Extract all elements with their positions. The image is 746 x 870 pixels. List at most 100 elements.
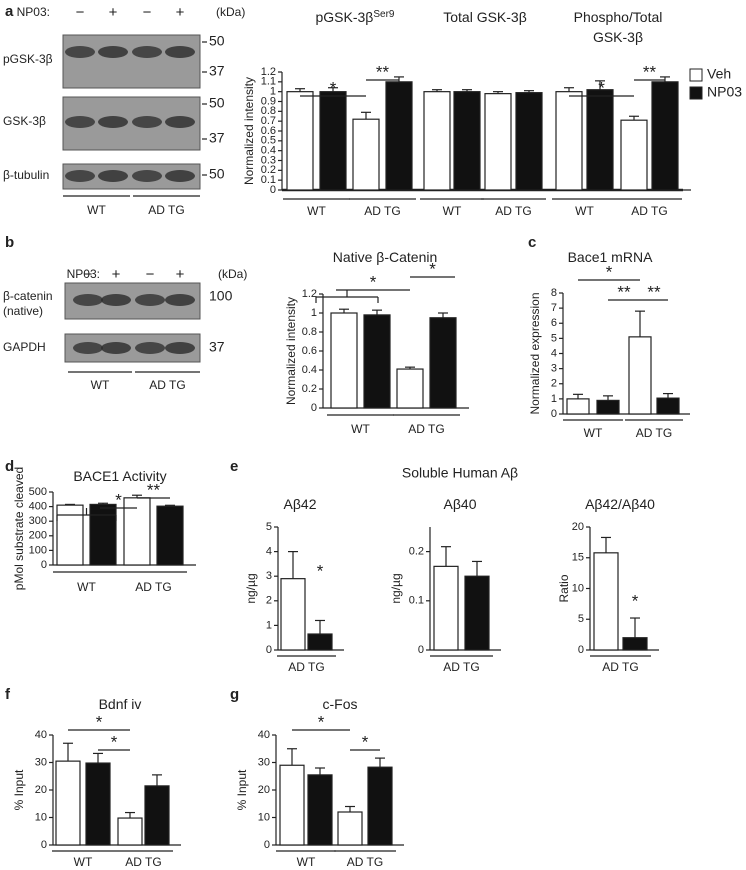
x-tick-label: WT xyxy=(77,580,96,594)
y-tick-label: 20 xyxy=(572,521,584,533)
legend-swatch xyxy=(689,86,703,100)
y-tick-label: 0 xyxy=(41,559,47,571)
y-tick-label: 0 xyxy=(270,184,276,196)
y-tick-label: 0.5 xyxy=(261,135,276,147)
bar xyxy=(385,81,413,191)
y-tick-label: 0 xyxy=(311,402,317,414)
panel-letter: f xyxy=(5,686,11,703)
y-tick-label: 500 xyxy=(29,486,47,498)
x-tick-label: WT xyxy=(307,204,326,218)
y-tick-label: 1 xyxy=(270,86,276,98)
panel-letter: e xyxy=(230,458,238,475)
y-axis-label: Ratio xyxy=(557,574,571,602)
bar xyxy=(593,552,619,651)
y-tick-label: 7 xyxy=(551,302,557,314)
band xyxy=(73,342,103,354)
sig-label: * xyxy=(362,732,369,751)
title-line: Total GSK-3β xyxy=(443,9,527,25)
title-line: Native β-Catenin xyxy=(333,249,438,265)
panel-letter: c xyxy=(528,234,536,251)
y-axis-label: pMol substrate cleaved xyxy=(12,467,26,590)
band xyxy=(165,170,195,182)
y-axis-label: ng/µg xyxy=(244,573,258,603)
legend-label: NP03 xyxy=(707,84,742,100)
x-tick-label: WT xyxy=(351,422,370,436)
lane-label: − xyxy=(76,4,85,21)
title-line: Aβ42 xyxy=(284,496,317,512)
sig-label: ** xyxy=(647,282,661,301)
group-label: AD TG xyxy=(149,378,185,392)
y-tick-label: 0.6 xyxy=(261,125,276,137)
bar xyxy=(484,93,512,191)
y-axis-label: % Input xyxy=(12,769,26,810)
title-line: Bdnf iv xyxy=(99,696,142,712)
band xyxy=(132,116,162,128)
y-tick-label: 0 xyxy=(418,644,424,656)
y-tick-label: 5 xyxy=(266,521,272,533)
x-tick-label: WT xyxy=(297,855,316,869)
y-tick-label: 0.4 xyxy=(261,145,276,157)
y-tick-label: 1.2 xyxy=(261,66,276,78)
bar xyxy=(453,91,481,191)
sig-label: * xyxy=(370,272,377,291)
y-tick-label: 1 xyxy=(551,393,557,405)
y-tick-label: 0.9 xyxy=(261,95,276,107)
band xyxy=(101,294,131,306)
y-tick-label: 1 xyxy=(311,307,317,319)
band xyxy=(135,342,165,354)
band xyxy=(165,116,195,128)
lane-label: + xyxy=(112,266,121,283)
sig-label: * xyxy=(429,259,436,278)
y-tick-label: 3 xyxy=(551,363,557,375)
y-tick-label: 0.4 xyxy=(302,364,317,376)
marker-label: 50 xyxy=(209,95,225,111)
y-tick-label: 3 xyxy=(266,570,272,582)
bar xyxy=(566,398,590,415)
band xyxy=(165,342,195,354)
bar xyxy=(330,312,358,409)
y-tick-label: 30 xyxy=(35,756,47,768)
x-tick-label: AD TG xyxy=(364,204,400,218)
bar xyxy=(464,575,490,651)
bar xyxy=(55,760,81,846)
sig-label: ** xyxy=(147,480,161,499)
y-tick-label: 10 xyxy=(572,582,584,594)
lane-label: + xyxy=(176,4,185,21)
sig-label: * xyxy=(606,262,613,281)
legend-swatch xyxy=(689,68,703,82)
chart-title: Aβ42 xyxy=(284,496,317,512)
title-sup: Ser9 xyxy=(373,9,395,20)
row-label: pGSK-3β xyxy=(3,52,53,66)
sig-label: * xyxy=(115,490,122,509)
x-tick-label: AD TG xyxy=(347,855,383,869)
group-label: WT xyxy=(87,203,106,217)
y-tick-label: 1.1 xyxy=(261,76,276,88)
bar xyxy=(363,314,391,409)
bar xyxy=(89,503,117,566)
y-tick-label: 10 xyxy=(35,811,47,823)
bar xyxy=(628,336,652,415)
sig-label: * xyxy=(598,78,605,97)
bar xyxy=(433,565,459,651)
panel-letter: g xyxy=(230,686,239,703)
group-label: WT xyxy=(91,378,110,392)
chart-title: Aβ40 xyxy=(444,496,477,512)
y-tick-label: 0 xyxy=(41,839,47,851)
x-tick-label: AD TG xyxy=(636,426,672,440)
y-tick-label: 20 xyxy=(35,784,47,796)
bar xyxy=(56,504,84,566)
y-tick-label: 5 xyxy=(551,332,557,344)
bar xyxy=(307,633,333,651)
title-line: GSK-3β xyxy=(593,29,643,45)
y-tick-label: 40 xyxy=(35,729,47,741)
sig-label: * xyxy=(330,78,337,97)
y-tick-label: 0 xyxy=(266,644,272,656)
band xyxy=(73,294,103,306)
band xyxy=(101,342,131,354)
x-tick-label: AD TG xyxy=(495,204,531,218)
panel-letter: d xyxy=(5,458,14,475)
chart-title: Bdnf iv xyxy=(99,696,142,712)
y-tick-label: 0.2 xyxy=(261,164,276,176)
y-tick-label: 1.2 xyxy=(302,288,317,300)
